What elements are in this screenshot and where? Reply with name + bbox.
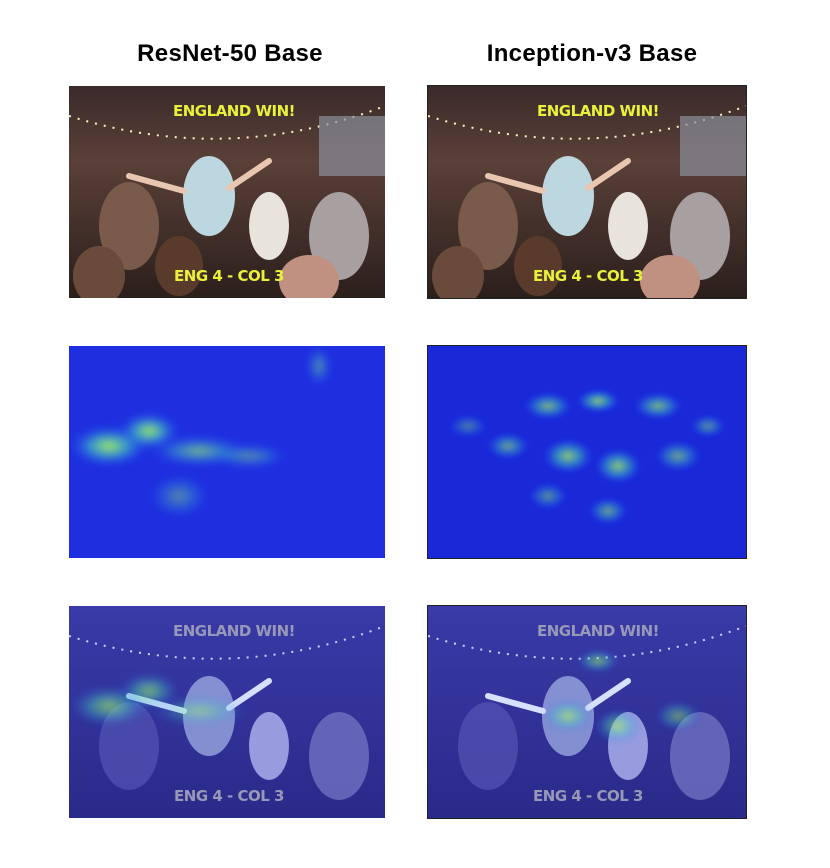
- original-image-resnet: ENGLAND WIN! ENG 4 - COL 3: [69, 86, 385, 298]
- score-text: ENG 4 - COL 3: [174, 267, 284, 285]
- banner-text: ENGLAND WIN!: [173, 622, 295, 640]
- banner-text: ENGLAND WIN!: [537, 102, 659, 120]
- overlay-image-resnet: ENGLAND WIN! ENG 4 - COL 3: [69, 606, 385, 818]
- banner-text: ENGLAND WIN!: [537, 622, 659, 640]
- score-text: ENG 4 - COL 3: [174, 787, 284, 805]
- heatmap-resnet: [69, 346, 385, 558]
- banner-text: ENGLAND WIN!: [173, 102, 295, 120]
- column-title-inception: Inception-v3 Base: [486, 40, 698, 67]
- heatmap-inception: [427, 345, 747, 559]
- score-text: ENG 4 - COL 3: [533, 267, 643, 285]
- score-text: ENG 4 - COL 3: [533, 787, 643, 805]
- original-image-inception: ENGLAND WIN! ENG 4 - COL 3: [427, 85, 747, 299]
- overlay-image-inception: ENGLAND WIN! ENG 4 - COL 3: [427, 605, 747, 819]
- column-title-resnet: ResNet-50 Base: [137, 40, 323, 67]
